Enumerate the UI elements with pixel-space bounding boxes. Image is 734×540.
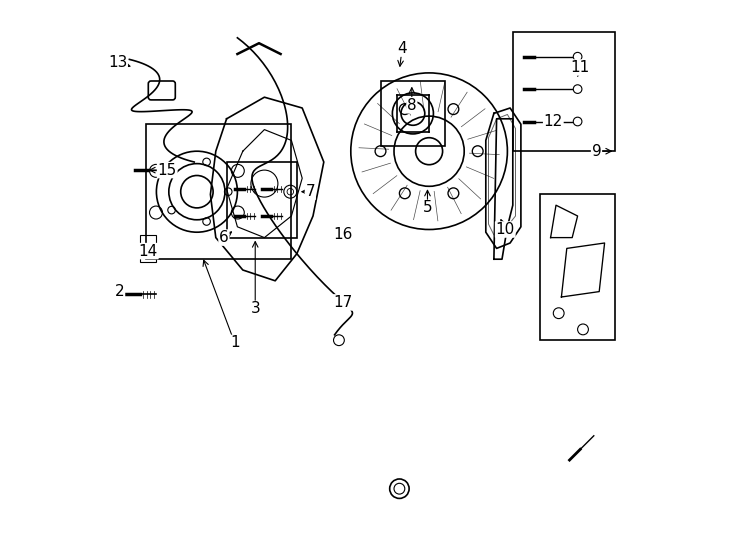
- Text: 5: 5: [423, 200, 432, 215]
- Bar: [513, 32, 615, 151]
- Text: 4: 4: [397, 41, 407, 56]
- Text: 15: 15: [158, 163, 177, 178]
- Text: 10: 10: [495, 222, 515, 237]
- Text: 1: 1: [230, 335, 239, 350]
- Text: 16: 16: [333, 227, 353, 242]
- Bar: [140, 235, 156, 262]
- Text: 12: 12: [544, 114, 563, 129]
- Text: 3: 3: [250, 301, 260, 316]
- Text: 7: 7: [305, 184, 315, 199]
- Text: 17: 17: [334, 295, 353, 310]
- Bar: [227, 162, 297, 238]
- Text: 14: 14: [139, 244, 158, 259]
- Bar: [380, 81, 446, 146]
- Bar: [539, 194, 615, 340]
- Text: 6: 6: [219, 230, 229, 245]
- Text: 11: 11: [570, 60, 590, 75]
- Text: 9: 9: [592, 144, 601, 159]
- Bar: [145, 124, 291, 259]
- Text: 13: 13: [108, 55, 127, 70]
- Text: 8: 8: [407, 98, 417, 113]
- Text: 2: 2: [115, 284, 125, 299]
